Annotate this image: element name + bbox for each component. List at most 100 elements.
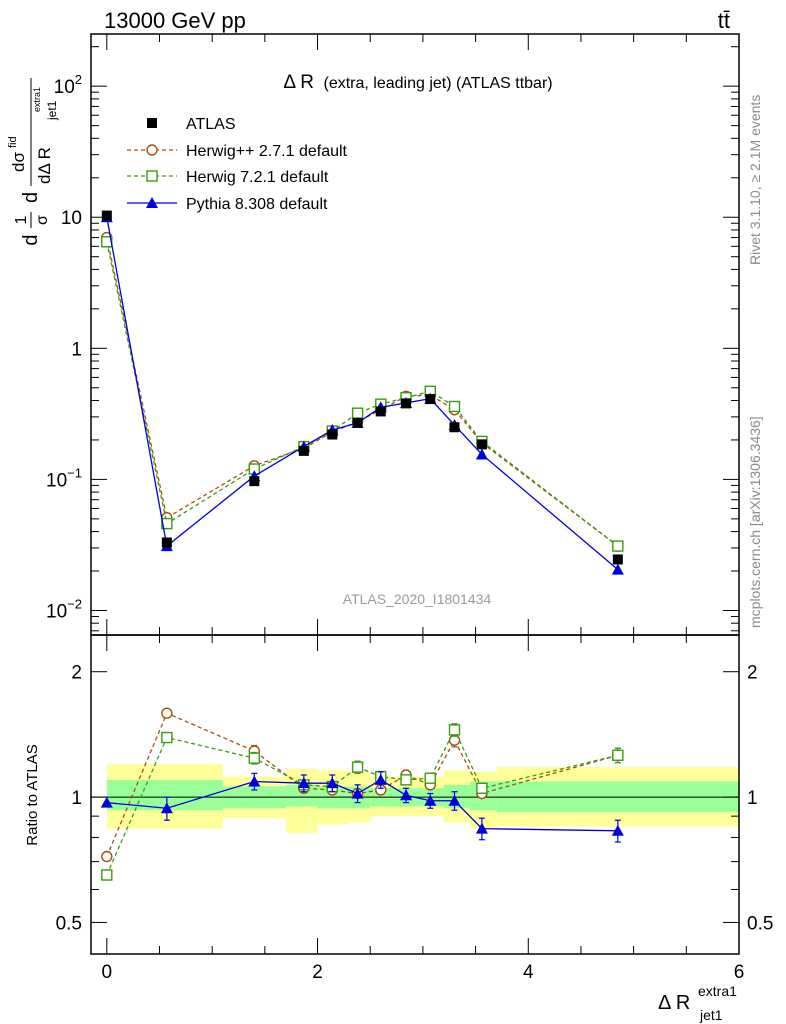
ytick-base: 10 bbox=[61, 208, 82, 229]
xlabel-sup: extra1 bbox=[698, 983, 737, 999]
ratio-band-inner bbox=[106, 779, 223, 811]
main-point-herwig7 bbox=[161, 517, 173, 530]
legend-label-herwig7: Herwig 7.2.1 default bbox=[186, 169, 329, 186]
main-point-atlas bbox=[375, 406, 386, 417]
ylabel-den-sub: jet1 bbox=[45, 100, 59, 121]
ylabel-sigma-sup: fid bbox=[7, 136, 19, 148]
ratio-point-herwig7 bbox=[424, 772, 436, 784]
main-line-herwigpp bbox=[106, 237, 619, 547]
main-point-pythia bbox=[475, 448, 488, 460]
ratio-xtick-label: 2 bbox=[312, 962, 323, 983]
ratio-point-herwig7 bbox=[351, 761, 364, 773]
xlabel-sub: jet1 bbox=[699, 1007, 723, 1023]
plot-title-dr: Δ R bbox=[283, 72, 314, 93]
main-ytick-label: 10−1 bbox=[46, 465, 82, 491]
main-ytick-label: 102 bbox=[54, 72, 82, 98]
ratio-xtick-label: 4 bbox=[523, 962, 534, 983]
ratio-xtick-label: 6 bbox=[734, 962, 745, 983]
ratio-ytick-label: 2 bbox=[71, 663, 82, 684]
main-point-pythia bbox=[611, 563, 624, 575]
ytick-base: 10 bbox=[46, 601, 67, 622]
ratio-ytick-label-right: 0.5 bbox=[747, 913, 773, 934]
ratio-line-herwig7 bbox=[106, 728, 618, 876]
main-point-herwig7 bbox=[448, 400, 461, 413]
ratio-point-herwig7 bbox=[612, 749, 624, 761]
ylabel-lead-d: d bbox=[20, 234, 42, 245]
xlabel-main: Δ R bbox=[658, 992, 690, 1014]
ratio-point-herwig7 bbox=[101, 869, 113, 881]
main-ytick-label: 10 bbox=[61, 208, 82, 229]
ratio-point-herwig7 bbox=[248, 752, 261, 764]
ratio-point-pythia bbox=[611, 824, 624, 836]
ratio-point-herwig7 bbox=[161, 731, 173, 744]
legend-marker-herwig7 bbox=[146, 170, 158, 182]
ratio-point-herwig7 bbox=[448, 724, 461, 736]
legend-marker-pythia bbox=[146, 197, 158, 208]
ylabel-den-sup: extra1 bbox=[32, 87, 42, 112]
ratio-point-herwigpp bbox=[101, 850, 113, 863]
ratio-ytick-label: 1 bbox=[71, 788, 82, 809]
side-text-rivet: Rivet 3.1.10, ≥ 2.1M events bbox=[747, 95, 763, 265]
main-point-atlas bbox=[425, 394, 436, 405]
main-point-atlas bbox=[352, 417, 363, 428]
header-left: 13000 GeV pp bbox=[104, 8, 246, 33]
ytick-exp: 2 bbox=[75, 72, 82, 87]
ratio-line-herwigpp bbox=[106, 712, 619, 857]
ylabel-frac-den: σ bbox=[34, 215, 51, 225]
side-text-mcplots: mcplots.cern.ch [arXiv:1306.3436] bbox=[747, 416, 763, 628]
ytick-base: 10 bbox=[46, 470, 67, 491]
legend-marker-atlas bbox=[147, 118, 157, 128]
main-ytick-label: 1 bbox=[71, 339, 82, 360]
ylabel-den-main: dΔ R bbox=[35, 147, 54, 184]
ylabel-frac-num: 1 bbox=[13, 215, 30, 224]
plot-title-rest: (extra, leading jet) (ATLAS ttbar) bbox=[323, 75, 552, 92]
ratio-point-pythia bbox=[248, 775, 261, 787]
main-point-herwig7 bbox=[351, 407, 364, 419]
xlabel: Δ R jet1 extra1 bbox=[658, 983, 737, 1023]
ratio-point-pythia bbox=[374, 773, 387, 785]
ratio-point-herwigpp bbox=[161, 707, 173, 719]
ratio-series-layer bbox=[100, 707, 624, 881]
ratio-ytick-label-right: 1 bbox=[747, 788, 758, 809]
ratio-band-inner bbox=[285, 784, 318, 807]
ratio-point-herwig7 bbox=[476, 782, 488, 794]
plot-title: Δ R (extra, leading jet) (ATLAS ttbar) bbox=[283, 72, 552, 93]
legend-marker-herwigpp bbox=[146, 144, 158, 156]
ratio-point-pythia bbox=[100, 796, 113, 808]
analysis-watermark: ATLAS_2020_I1801434 bbox=[343, 591, 492, 607]
main-point-atlas bbox=[476, 439, 487, 450]
ratio-point-pythia bbox=[448, 794, 461, 806]
ratio-ytick-label-right: 2 bbox=[747, 663, 758, 684]
main-line-pythia bbox=[106, 217, 619, 571]
ratio-point-pythia bbox=[160, 802, 173, 814]
ratio-ytick-label: 0.5 bbox=[56, 913, 82, 934]
legend-label-pythia: Pythia 8.308 default bbox=[186, 196, 328, 213]
ratio-point-herwig7 bbox=[400, 774, 412, 786]
legend: ATLAS Herwig++ 2.7.1 default Herwig 7.2.1 … bbox=[127, 116, 348, 213]
main-point-atlas bbox=[401, 398, 412, 409]
main-point-herwig7 bbox=[612, 540, 624, 552]
ytick-base: 10 bbox=[54, 77, 75, 98]
ratio-point-pythia bbox=[297, 777, 310, 789]
ytick-exp: −1 bbox=[67, 465, 82, 480]
legend-label-herwigpp: Herwig++ 2.7.1 default bbox=[186, 143, 348, 160]
ratio-xtick-label: 0 bbox=[102, 962, 113, 983]
main-point-atlas bbox=[449, 422, 460, 433]
ytick-exp: −2 bbox=[67, 596, 82, 611]
ratio-frame bbox=[90, 634, 740, 955]
main-point-atlas bbox=[161, 537, 172, 548]
main-point-atlas bbox=[249, 476, 260, 487]
main-ylabel: d 1 σ d dσ fid dΔ R jet1 extra1 bbox=[7, 78, 59, 246]
main-point-atlas bbox=[101, 210, 112, 221]
ylabel-sigma-num: dσ bbox=[9, 152, 28, 172]
ratio-ylabel: Ratio to ATLAS bbox=[24, 744, 41, 845]
ratio-point-pythia bbox=[424, 794, 437, 806]
legend-label-atlas: ATLAS bbox=[186, 116, 236, 133]
header-right: tt̄ bbox=[718, 8, 730, 33]
ratio-axis-ticks: 0.5 0.5 1 1 2 2 0 2 4 6 bbox=[56, 635, 773, 983]
main-point-atlas bbox=[327, 429, 338, 440]
ratio-point-pythia bbox=[400, 789, 413, 801]
